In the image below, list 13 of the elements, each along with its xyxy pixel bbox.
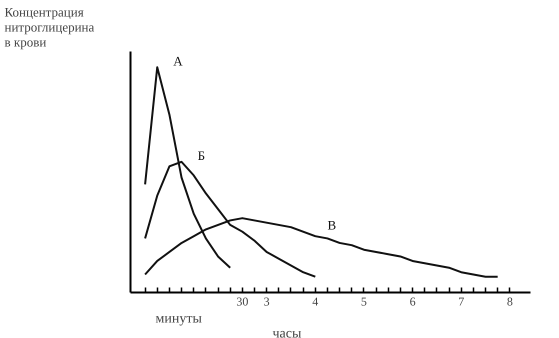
y-axis-title: Концентрация нитроглицерина в крови xyxy=(4,4,95,50)
series-label: Б xyxy=(198,148,206,163)
x-tick-label: 4 xyxy=(312,294,318,308)
x-tick-label: 6 xyxy=(410,294,416,308)
x-axis-title: минуты xyxy=(156,312,202,326)
x-tick-label: 8 xyxy=(506,294,513,308)
x-tick-label: 3 xyxy=(264,294,270,308)
series-label: В xyxy=(327,217,336,232)
x-tick-label: 5 xyxy=(360,294,367,308)
x-tick-label: 30 xyxy=(236,294,248,308)
x-tick-label: 7 xyxy=(458,294,464,308)
series-label: А xyxy=(173,53,184,68)
text: часы xyxy=(272,326,302,338)
